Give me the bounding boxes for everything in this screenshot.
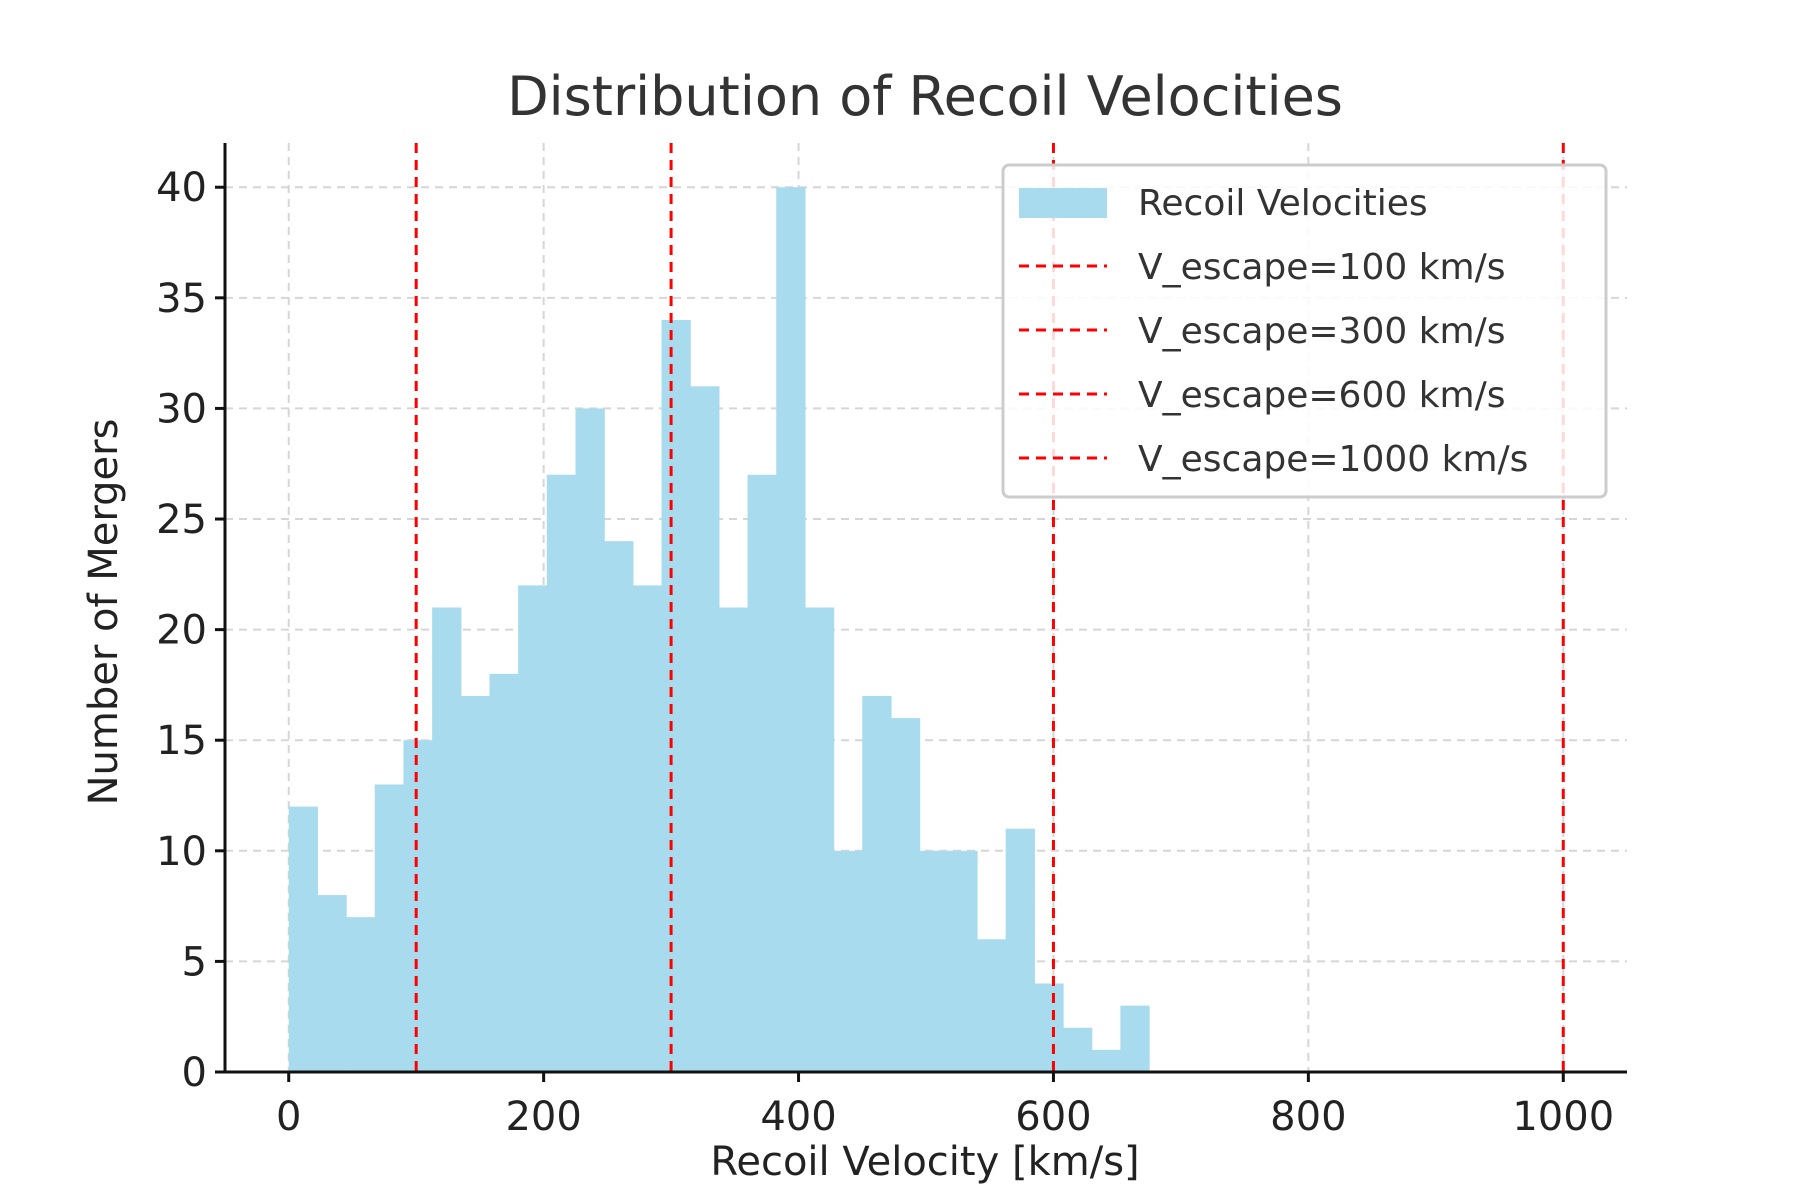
histogram-bar (489, 673, 519, 1072)
histogram-bar (890, 718, 921, 1072)
histogram-bar (546, 474, 577, 1072)
histogram-bar (976, 939, 1007, 1072)
histogram-bar (776, 187, 806, 1072)
histogram-bar (919, 850, 949, 1072)
y-tick-label: 25 (156, 497, 207, 543)
y-tick-label: 15 (156, 718, 207, 764)
x-tick-label: 400 (760, 1094, 836, 1140)
histogram-bar (403, 740, 433, 1072)
histogram-bar (604, 541, 634, 1072)
x-axis-label: Recoil Velocity [km/s] (710, 1139, 1139, 1185)
legend-label-escape-velocity: V_escape=600 km/s (1138, 375, 1506, 416)
legend-swatch-bars (1019, 188, 1107, 218)
legend-label-recoil-velocities: Recoil Velocities (1138, 183, 1428, 224)
chart-title: Distribution of Recoil Velocities (507, 65, 1343, 128)
y-tick-label: 10 (156, 829, 207, 875)
legend-label-escape-velocity: V_escape=100 km/s (1138, 247, 1506, 288)
y-tick-label: 40 (156, 165, 207, 211)
histogram-bar (288, 806, 319, 1072)
x-tick-label: 600 (1015, 1094, 1091, 1140)
x-tick-label: 200 (505, 1094, 581, 1140)
histogram-bar (1120, 1005, 1150, 1072)
histogram-bar (1063, 1027, 1093, 1072)
histogram-bar (374, 784, 405, 1072)
legend-box (1001, 163, 1608, 499)
histogram-bar (1091, 1049, 1121, 1072)
y-tick-label: 0 (182, 1050, 207, 1096)
histogram-bar (862, 695, 892, 1072)
histogram-bar (1005, 828, 1035, 1072)
legend: Recoil Velocities V_escape=100 km/s V_esca… (1001, 163, 1608, 499)
y-tick-label: 20 (156, 608, 207, 654)
y-axis-label: Number of Mergers (81, 419, 127, 806)
x-tick-label: 800 (1270, 1094, 1346, 1140)
histogram-bar (432, 607, 462, 1072)
histogram-bar (948, 850, 978, 1072)
histogram-bar (317, 895, 347, 1072)
x-tick-label: 0 (276, 1094, 301, 1140)
histogram-bars (288, 187, 1150, 1072)
histogram-bar (718, 607, 749, 1072)
y-tick-label: 5 (182, 939, 207, 985)
legend-label-escape-velocity: V_escape=1000 km/s (1138, 439, 1528, 480)
histogram-bar (690, 386, 720, 1072)
histogram-bar (747, 474, 777, 1072)
legend-label-escape-velocity: V_escape=300 km/s (1138, 311, 1506, 352)
y-tick-label: 35 (156, 276, 207, 322)
histogram-bar (346, 917, 376, 1072)
histogram-bar (661, 319, 691, 1072)
axes: 0 200 400 600 800 1000 0 5 10 15 20 25 30 35 40 (156, 143, 1627, 1140)
y-tick-label: 30 (156, 386, 207, 432)
histogram-bar (518, 585, 548, 1072)
histogram-bar (804, 607, 835, 1072)
histogram-bar (575, 408, 605, 1072)
histogram-bar (833, 850, 863, 1072)
histogram-bar (460, 695, 491, 1072)
histogram-bar (632, 585, 663, 1072)
x-tick-label: 1000 (1512, 1094, 1614, 1140)
histogram-bar (1034, 983, 1064, 1072)
